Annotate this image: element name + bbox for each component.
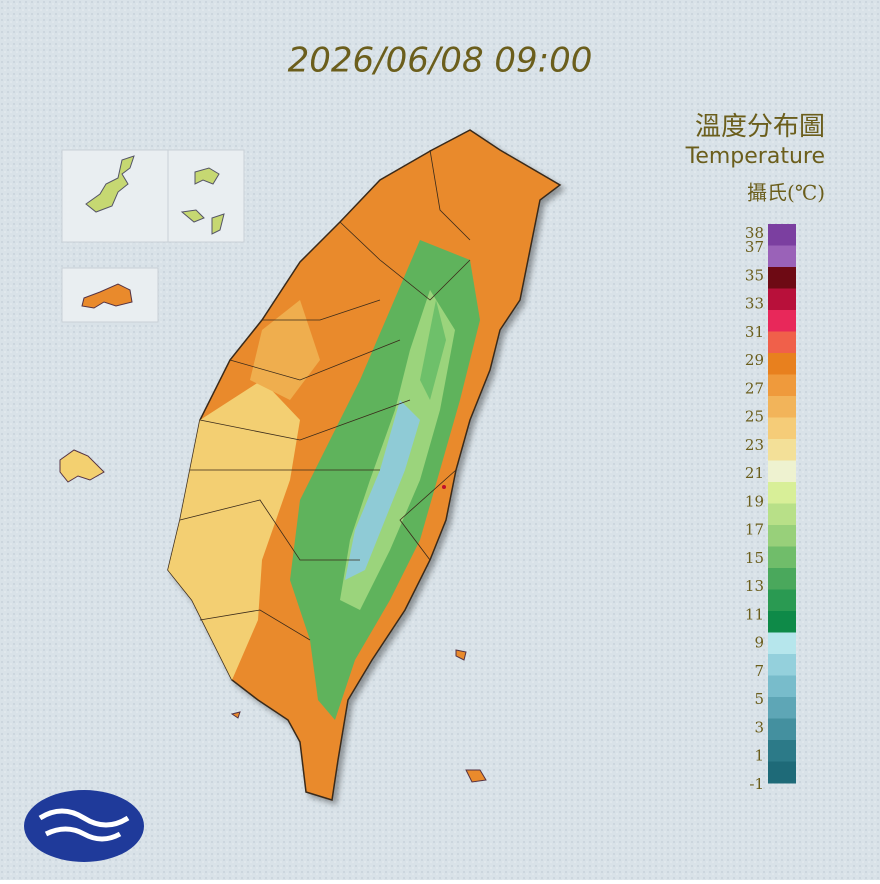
legend-tick-label: 7 [754,662,764,680]
legend-tick-label: 19 [745,492,764,510]
legend-tick-label: 37 [745,238,764,256]
color-band [768,460,796,483]
timestamp: 2026/06/08 09:00 [288,41,593,81]
color-band [768,675,796,698]
taiwan-map [167,129,562,801]
color-band [768,310,796,332]
legend-tick-label: 1 [754,747,764,765]
legend-tick-label: 17 [745,521,764,539]
legend-tick-label: 33 [745,295,764,313]
legend-title: 溫度分布圖 [695,112,825,142]
color-band [768,267,796,289]
color-band [768,718,796,741]
color-band [768,417,796,440]
color-band [768,632,796,655]
color-band [768,353,796,375]
color-band [768,439,796,461]
legend-tick-label: 11 [745,605,764,623]
legend-tick-label: 25 [745,408,764,426]
color-band [768,568,796,590]
logo [24,790,144,862]
color-band [768,331,796,354]
color-band [768,288,796,311]
island-insets [59,149,487,783]
color-band [768,525,796,547]
color-band [768,697,796,719]
color-band [768,589,796,612]
legend-tick-label: 27 [745,379,764,397]
legend-tick-label: 21 [745,464,764,482]
color-band [768,245,796,268]
legend-tick-label: 3 [754,718,764,736]
color-band [768,374,796,397]
color-band [768,740,796,762]
legend-tick-label: 13 [745,577,764,595]
legend-tick-label: 35 [745,266,764,284]
legend-tick-label: 38 [745,224,764,242]
color-band [768,503,796,526]
legend-tick-label: 15 [745,549,764,567]
legend-tick-label: 23 [745,436,764,454]
legend-subtitle: Temperature [685,144,825,169]
legend-tick-label: 31 [745,323,764,341]
color-band [768,396,796,418]
legend-tick-label: 9 [754,634,764,652]
color-band [768,546,796,569]
legend-tick-label: 29 [745,351,764,369]
legend-tick-label: -1 [749,775,764,793]
color-band [768,482,796,504]
color-band [768,654,796,676]
color-band [768,761,796,784]
color-band [768,611,796,633]
legend-unit: 攝氏(℃) [747,181,825,205]
color-band [768,224,796,246]
legend-tick-label: 5 [754,690,764,708]
